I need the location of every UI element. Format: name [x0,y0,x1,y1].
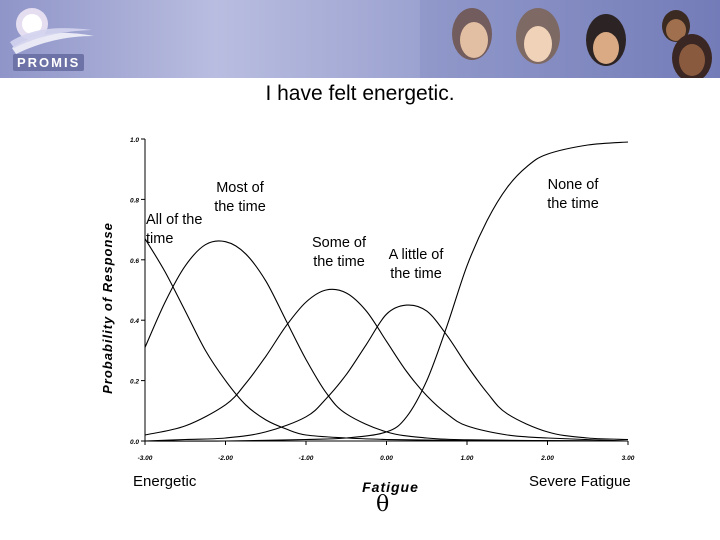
y-tick-label: 1.0 [130,137,139,144]
y-tick-label: 0.2 [130,379,139,386]
chart-labels: All of the time Most of the time Some of the … [146,177,599,282]
y-tick-label: 0.0 [130,439,139,446]
series-label-a-little-of-the-time: the time [390,266,442,282]
x-axis-label: Fatigue [362,479,419,495]
x-tick-label: -3.00 [138,455,153,462]
promis-logo [10,8,94,54]
y-axis-label: Probability of Response [100,222,115,394]
curve-a-little-of-the-time [144,304,629,442]
chart-curves [144,141,629,442]
x-tick-label: 1.00 [461,455,474,462]
series-label-most-of-the-time: the time [214,199,266,215]
header-banner: PROMIS [0,0,720,78]
y-tick-label: 0.8 [130,197,139,204]
curve-some-of-the-time [144,288,629,442]
series-label-some-of-the-time: the time [313,254,365,270]
curve-none-of-the-time [144,141,629,442]
series-label-all-of-the-time: All of the [146,212,202,228]
theta-symbol: θ [376,492,390,517]
curve-most-of-the-time [144,240,629,442]
series-label-all-of-the-time: time [146,231,173,247]
x-tick-label: 0.00 [380,455,393,462]
chart-title: I have felt energetic. [265,82,455,105]
x-tick-label: 3.00 [622,455,635,462]
x-tick-label: -2.00 [218,455,233,462]
promis-logo-text: PROMIS [13,54,85,71]
series-label-most-of-the-time: Most of [216,180,265,196]
series-label-a-little-of-the-time: A little of [389,247,445,263]
people-photo-strip [420,0,720,78]
x-tick-label: 2.00 [540,455,554,462]
curve-all-of-the-time [144,238,629,442]
y-tick-label: 0.4 [130,318,139,325]
series-label-none-of-the-time: the time [547,196,599,212]
series-label-some-of-the-time: Some of [312,235,367,251]
y-tick-label: 0.6 [130,258,139,265]
x-tick-label: -1.00 [299,455,314,462]
series-label-none-of-the-time: None of [548,177,600,193]
right-end-label: Severe Fatigue [529,473,631,490]
left-end-label: Energetic [133,473,197,490]
